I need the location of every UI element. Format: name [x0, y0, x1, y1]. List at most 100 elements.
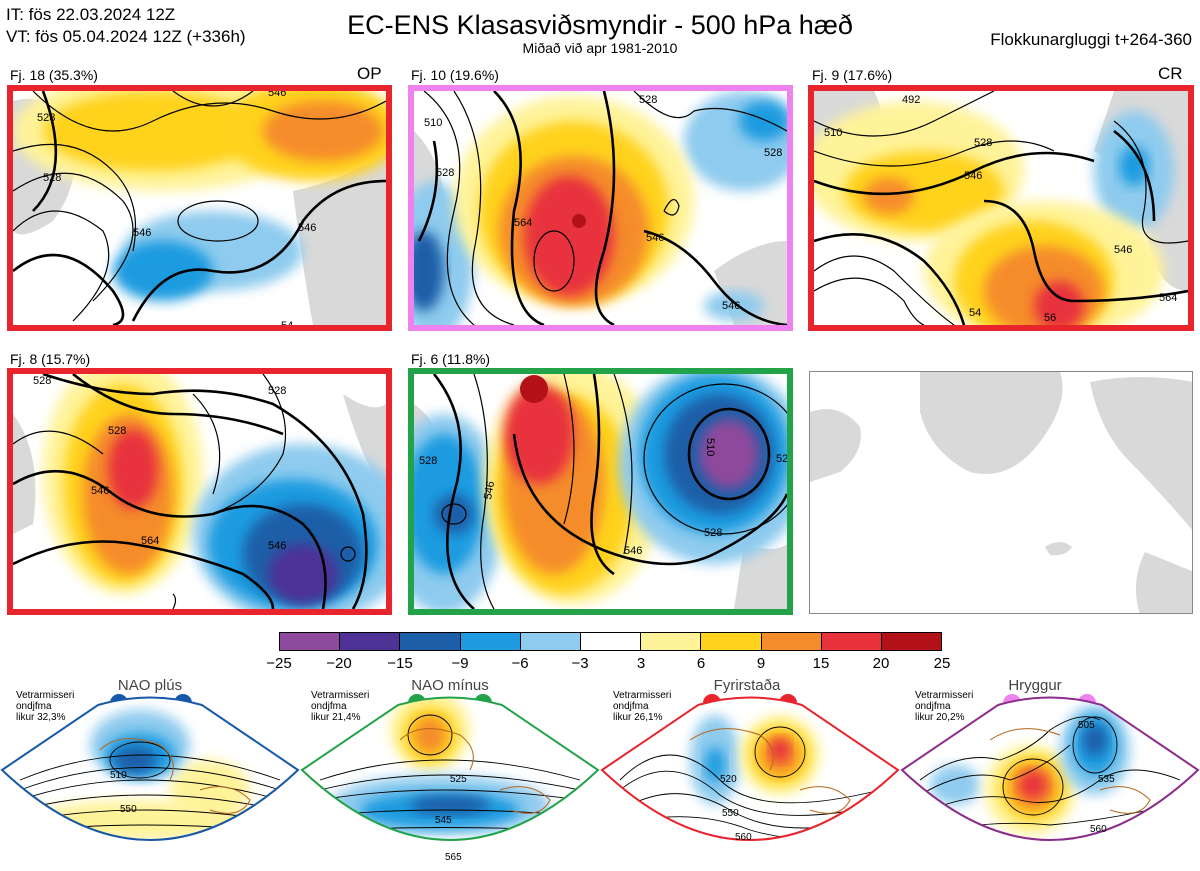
colorbar-tick: −3: [571, 655, 589, 672]
regime-contour-label: 505: [1078, 720, 1095, 731]
panel-3-tag: CR: [1158, 64, 1183, 83]
note-line: likur 21,4%: [311, 712, 361, 723]
cluster-map-2: 510 528 564 546 546 528 528: [408, 85, 793, 331]
valid-time: VT: fös 05.04.2024 12Z (+336h): [6, 27, 246, 46]
contour-label: 546: [91, 485, 109, 497]
panel-2-label: Fj. 10 (19.6%): [411, 67, 499, 83]
colorbar-tick: 6: [696, 655, 706, 672]
contour-label: 528: [764, 147, 782, 159]
regime-contour-label: 560: [1090, 824, 1107, 835]
note-line: ondjfma: [915, 701, 951, 712]
colorbar-swatch: [280, 633, 341, 650]
contour-label: 528: [639, 94, 657, 106]
regime-map-4: 505 535 560: [900, 694, 1200, 841]
contour-label: 510: [704, 438, 716, 456]
contour-label: 528: [776, 453, 787, 465]
colorbar-tick: −25: [266, 655, 292, 672]
note-line: Vetrarmisseri: [915, 690, 974, 701]
panel-3-label: Fj. 9 (17.6%): [812, 67, 893, 83]
contour-label: 510: [824, 127, 842, 139]
contour-label: 546: [268, 540, 286, 552]
contour-label: 564: [514, 217, 532, 229]
colorbar-tick: −9: [451, 655, 469, 672]
contour-label: 564: [141, 535, 159, 547]
contour-label: 528: [108, 425, 126, 437]
colorbar-swatch: [400, 633, 461, 650]
panel-5-label: Fj. 6 (11.8%): [411, 351, 491, 367]
colorbar-swatch: [520, 633, 581, 650]
colorbar-tick: 15: [812, 655, 830, 672]
regime-map-1: 510 550: [0, 694, 300, 841]
panel-1-tag: OP: [357, 64, 382, 83]
contour-label: 528: [974, 137, 992, 149]
colorbar-swatch: [641, 633, 702, 650]
note-line: Vetrarmisseri: [311, 690, 370, 701]
note-line: likur 20,2%: [915, 712, 965, 723]
contour-label: 510: [424, 117, 442, 129]
note-line: likur 32,3%: [16, 712, 66, 723]
note-line: ondjfma: [16, 701, 52, 712]
cluster-map-1: 528 546 546 528 546 54: [7, 85, 392, 331]
note-line: Vetrarmisseri: [16, 690, 75, 701]
contour-label: 546: [964, 170, 982, 182]
regime-map-2: 525 545 565: [300, 694, 600, 863]
contour-label: 546: [482, 480, 497, 500]
regime-contour-label: 545: [435, 815, 452, 826]
contour-label: 492: [902, 94, 920, 106]
regime-2-title: NAO mínus: [411, 677, 489, 694]
regime-contour-label: 510: [110, 770, 127, 781]
regime-map-3: 520 550 560: [600, 694, 900, 843]
panel-1-label: Fj. 18 (35.3%): [10, 67, 98, 83]
regime-3-note: Vetrarmisseri ondjfma likur 26,1%: [613, 690, 671, 723]
note-line: Vetrarmisseri: [613, 690, 672, 701]
init-time: IT: fös 22.03.2024 12Z: [6, 5, 176, 24]
cluster-map-4: 528 546 564 546 528 528: [7, 368, 392, 615]
note-line: ondjfma: [311, 701, 347, 712]
contour-label: 528: [436, 167, 454, 179]
colorbar-tick: −20: [326, 655, 352, 672]
colorbar-tick: 25: [933, 655, 951, 672]
contour-label: 546: [133, 227, 151, 239]
colorbar-swatch: [460, 633, 521, 650]
regime-1-title: NAO plús: [117, 677, 183, 694]
page-subtitle: Miðað við apr 1981-2010: [522, 40, 678, 56]
contour-label: 546: [624, 545, 642, 557]
regime-contour-label: 535: [1098, 774, 1115, 785]
colorbar-swatch: [701, 633, 762, 650]
contour-label: 528: [268, 385, 286, 397]
colorbar-swatch: [580, 633, 642, 650]
cluster-map-5: 510 528 546 546 528 528: [408, 368, 793, 615]
note-line: ondjfma: [613, 701, 649, 712]
contour-label: 528: [43, 172, 61, 184]
regime-contour-label: 550: [120, 804, 137, 815]
colorbar-tick: −15: [387, 655, 413, 672]
contour-label: 528: [704, 527, 722, 539]
cluster-map-3: 492 510 528 546 546 564 56 54: [808, 85, 1194, 331]
contour-label: 546: [646, 232, 664, 244]
colorbar-tick: 9: [756, 655, 766, 672]
colorbar-swatch: [881, 633, 942, 650]
regime-1-note: Vetrarmisseri ondjfma likur 32,3%: [16, 690, 74, 723]
regime-contour-label: 520: [720, 774, 737, 785]
contour-label: 546: [268, 91, 286, 99]
page-title: EC-ENS Klasasviðsmyndir - 500 hPa hæð: [347, 10, 853, 40]
regime-contour-label: 565: [445, 852, 462, 863]
empty-map: [809, 371, 1193, 614]
colorbar-tick: −6: [511, 655, 529, 672]
contour-label: 54: [281, 320, 293, 325]
regime-contour-label: 525: [450, 774, 467, 785]
colorbar-swatch: [821, 633, 882, 650]
panel-4-label: Fj. 8 (15.7%): [10, 351, 91, 367]
header-info: IT: fös 22.03.2024 12Z VT: fös 05.04.202…: [6, 4, 246, 48]
classification-window: Flokkunargluggi t+264-360: [990, 30, 1192, 49]
colorbar-swatch: [761, 633, 822, 650]
contour-label: 528: [37, 112, 55, 124]
regime-3-title: Fyrirstaða: [713, 677, 781, 694]
note-line: likur 26,1%: [613, 712, 663, 723]
contour-label: 546: [722, 300, 740, 312]
contour-label: 54: [969, 307, 981, 319]
colorbar: [279, 632, 942, 651]
contour-label: 564: [1159, 292, 1177, 304]
colorbar-swatch: [340, 633, 401, 650]
contour-label: 528: [419, 455, 437, 467]
